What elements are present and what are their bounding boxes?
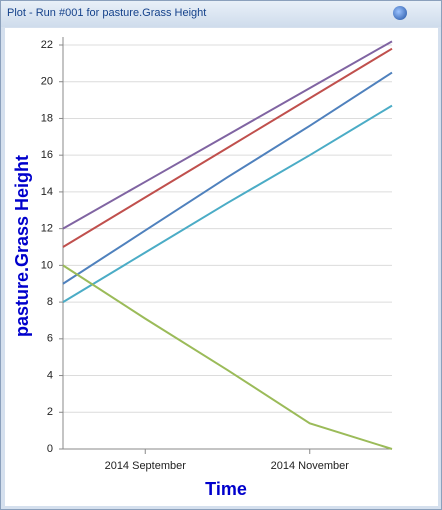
pin-button[interactable] (393, 6, 407, 20)
chart-background (5, 28, 438, 506)
x-tick-label: 2014 September (105, 460, 187, 472)
x-tick-label: 2014 November (271, 460, 350, 472)
window-title: Plot - Run #001 for pasture.Grass Height (7, 7, 207, 19)
title-bar: Plot - Run #001 for pasture.Grass Height (1, 1, 441, 27)
series-line (62, 47, 393, 248)
series-line (62, 40, 393, 230)
y-tick-label: 4 (47, 369, 53, 381)
y-axis-title: pasture.Grass Height (12, 155, 32, 337)
y-tick-label: 6 (47, 333, 53, 345)
y-tick-label: 22 (41, 39, 53, 51)
series-line (62, 264, 393, 450)
series-line (62, 71, 393, 285)
y-tick-label: 2 (47, 406, 53, 418)
y-tick-label: 20 (41, 76, 53, 88)
y-tick-label: 8 (47, 296, 53, 308)
y-tick-label: 12 (41, 223, 53, 235)
chart: pasture.Grass Height Time 0 2 4 6 8 10 12 14 16 1… (5, 28, 438, 506)
x-axis-title: Time (205, 479, 247, 499)
series-line (62, 104, 393, 303)
y-tick-label: 10 (41, 259, 53, 271)
y-tick-label: 14 (41, 186, 53, 198)
y-tick-label: 16 (41, 149, 53, 161)
y-tick-label: 0 (47, 443, 53, 455)
y-tick-label: 18 (41, 112, 53, 124)
